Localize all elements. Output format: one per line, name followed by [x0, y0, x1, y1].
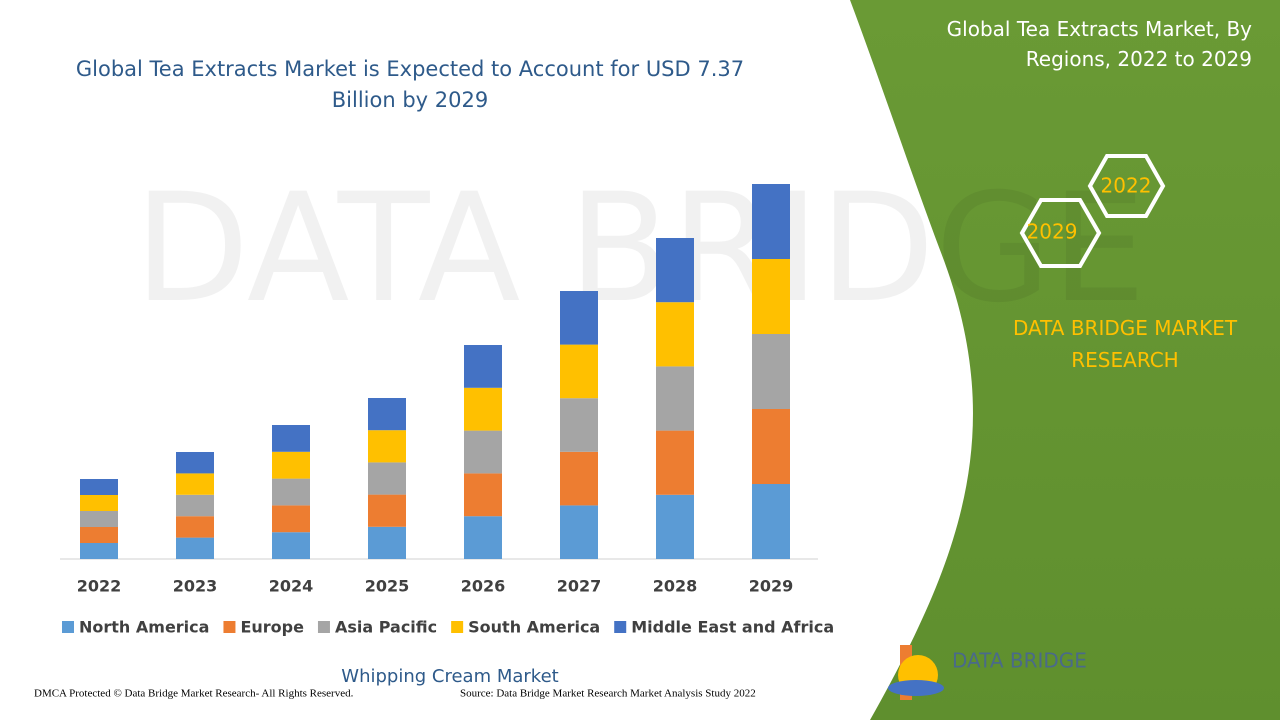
- dmca-text: DMCA Protected © Data Bridge Market Rese…: [34, 688, 354, 700]
- brand-text: DATA BRIDGE MARKET RESEARCH: [1012, 316, 1238, 372]
- x-tick-label: 2025: [365, 577, 410, 596]
- bar-segment: [656, 238, 694, 303]
- x-tick-label: 2028: [653, 577, 698, 596]
- bar-segment: [560, 291, 598, 345]
- bar-segment: [368, 526, 406, 559]
- watermark: DATA BRIDGE: [134, 162, 1146, 336]
- bar-segment: [80, 495, 118, 511]
- bar-segment: [176, 494, 214, 517]
- bar-segment: [272, 425, 310, 452]
- bar-segment: [752, 409, 790, 484]
- bar-segment: [272, 505, 310, 533]
- bar-segment: [464, 516, 502, 559]
- side-panel: [850, 0, 1280, 720]
- x-tick-label: 2029: [749, 577, 794, 596]
- bar-segment: [464, 345, 502, 388]
- source-text: Source: Data Bridge Market Research Mark…: [460, 688, 756, 700]
- legend-swatch: [614, 621, 627, 633]
- bar-segment: [272, 478, 310, 506]
- x-tick-label: 2023: [173, 577, 218, 596]
- legend-swatch: [62, 621, 74, 633]
- x-tick-label: 2024: [269, 577, 314, 596]
- bar-segment: [176, 516, 214, 538]
- legend-label: Middle East and Africa: [631, 618, 834, 637]
- bar-segment: [368, 494, 406, 527]
- panel-title: Global Tea Extracts Market, By Regions, …: [946, 17, 1252, 71]
- bar-segment: [368, 398, 406, 431]
- bar-segment: [752, 484, 790, 559]
- chart-title: Global Tea Extracts Market is Expected t…: [75, 57, 745, 112]
- legend-label: South America: [468, 618, 600, 637]
- bar-segment: [464, 387, 502, 431]
- bar-segment: [752, 259, 790, 334]
- legend-label: Asia Pacific: [335, 618, 437, 637]
- legend-swatch: [451, 621, 464, 633]
- bar-segment: [656, 366, 694, 431]
- bar-segment: [80, 527, 118, 543]
- bar-segment: [368, 430, 406, 463]
- bar-segment: [368, 462, 406, 495]
- hexagon: [1019, 198, 1102, 268]
- bar-segment: [560, 344, 598, 399]
- bar-segment: [272, 451, 310, 479]
- bar-segment: [560, 398, 598, 452]
- bar-segment: [656, 430, 694, 495]
- bar-segment: [752, 184, 790, 259]
- legend-swatch: [317, 621, 330, 633]
- bar-segment: [176, 473, 214, 495]
- bar-segment: [176, 452, 214, 474]
- x-tick-label: 2027: [557, 577, 602, 596]
- bar-segment: [272, 532, 310, 559]
- legend-swatch: [223, 621, 236, 633]
- hex-label: 2022: [1101, 174, 1152, 198]
- bar-segment: [80, 479, 118, 495]
- logo-text: DATA BRIDGE: [952, 649, 1087, 673]
- bar-segment: [80, 543, 118, 559]
- bar-segment: [80, 511, 118, 527]
- x-tick-label: 2026: [461, 577, 506, 596]
- x-tick-label: 2022: [77, 577, 122, 596]
- bar-segment: [656, 494, 694, 559]
- link-text[interactable]: Whipping Cream Market: [341, 666, 558, 687]
- bar-segment: [560, 451, 598, 506]
- hex-label: 2029: [1027, 220, 1078, 244]
- legend-label: Europe: [240, 618, 304, 637]
- logo-mark: [888, 680, 944, 696]
- bar-segment: [560, 505, 598, 559]
- bar-segment: [176, 537, 214, 559]
- bar-segment: [656, 302, 694, 367]
- bar-segment: [752, 334, 790, 409]
- legend-label: North America: [79, 618, 209, 637]
- bar-segment: [464, 430, 502, 474]
- bar-segment: [464, 473, 502, 517]
- hexagon: [1087, 154, 1166, 218]
